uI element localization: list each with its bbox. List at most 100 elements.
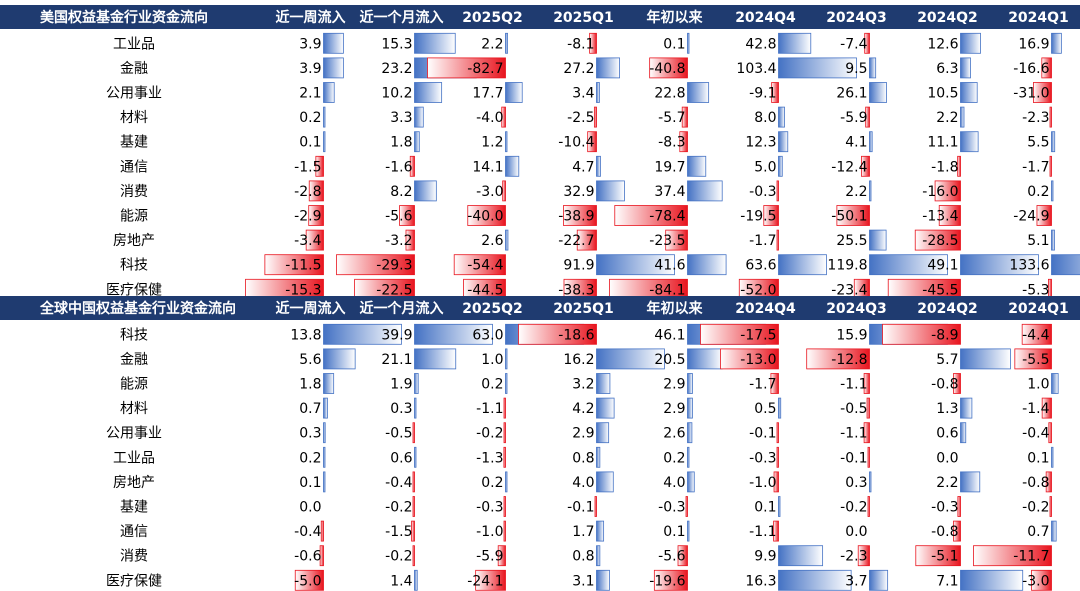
cell-value: -0.4 — [385, 475, 412, 491]
cell-value: 16.2 — [563, 352, 594, 368]
cell-value: -5.1 — [931, 549, 958, 565]
bar-negative — [973, 545, 1052, 567]
cell-value: 0.3 — [845, 475, 867, 491]
cell-value: 6.3 — [936, 61, 958, 77]
bar-positive — [778, 545, 824, 567]
row-label: 房地产 — [113, 475, 155, 491]
cell-value: -40.0 — [467, 209, 503, 225]
bar-positive — [1051, 373, 1059, 394]
row-label: 材料 — [120, 110, 148, 126]
bar-positive — [960, 57, 971, 79]
cell-value: -4.4 — [1022, 327, 1049, 343]
cell-value: 3.4 — [572, 86, 594, 102]
bar-positive — [596, 397, 615, 419]
bar-negative — [467, 205, 506, 226]
cell-value: -22.7 — [558, 233, 594, 249]
cell-value: -24.9 — [1013, 209, 1049, 225]
bar-positive — [687, 348, 723, 370]
bar-negative — [412, 545, 415, 567]
bar-positive — [960, 348, 1011, 370]
row-label: 医疗保健 — [106, 573, 162, 589]
bar-negative — [502, 180, 506, 202]
cell-value: -3.0 — [1022, 573, 1049, 589]
cell-value: 15.9 — [836, 327, 867, 343]
cell-value: -0.1 — [840, 450, 867, 466]
cell-value: -0.3 — [749, 450, 776, 466]
bar-positive — [323, 422, 326, 444]
cell-value: 0.8 — [572, 450, 594, 466]
bar-positive — [960, 82, 978, 103]
column-header: 2024Q2 — [917, 10, 978, 26]
bar-positive — [505, 155, 520, 177]
bar-negative — [576, 229, 597, 251]
bar-negative — [1049, 155, 1052, 177]
bar-negative — [681, 106, 688, 128]
bar-negative — [320, 520, 324, 542]
bar-positive — [687, 446, 690, 468]
bar-negative — [1036, 205, 1052, 226]
column-header: 2025Q1 — [553, 301, 614, 317]
bar-positive — [596, 569, 610, 591]
cell-value: 2.2 — [481, 36, 503, 52]
cell-value: -13.0 — [740, 352, 776, 368]
cell-value: 63.6 — [745, 258, 776, 274]
cell-value: -1.5 — [294, 159, 321, 175]
bar-positive — [596, 471, 614, 493]
cell-value: 0.2 — [299, 110, 321, 126]
cell-value: 119.8 — [827, 258, 867, 274]
cell-value: -82.7 — [467, 61, 503, 77]
bar-positive — [505, 471, 508, 493]
cell-value: 2.9 — [663, 401, 685, 417]
bar-negative — [308, 180, 324, 202]
row-label: 消费 — [120, 549, 148, 565]
bar-positive — [414, 323, 493, 345]
cell-value: 1.8 — [299, 377, 321, 393]
cell-value: -2.3 — [1022, 110, 1049, 126]
cell-value: 7.1 — [936, 573, 958, 589]
bar-positive — [414, 180, 437, 202]
cell-value: -24.1 — [467, 573, 503, 589]
row-label: 公用事业 — [106, 426, 162, 442]
row-label: 医疗保健 — [106, 282, 162, 298]
cell-value: 103.4 — [736, 61, 776, 77]
bar-negative — [653, 569, 688, 591]
cell-value: 4.7 — [572, 159, 594, 175]
bar-negative — [497, 545, 506, 567]
bar-negative — [503, 496, 506, 517]
cell-value: -40.8 — [649, 61, 685, 77]
column-header: 2024Q4 — [735, 10, 796, 26]
cell-value: 12.3 — [745, 135, 776, 151]
cell-value: 3.1 — [572, 573, 594, 589]
cell-value: 2.6 — [663, 426, 685, 442]
cell-value: -0.2 — [840, 500, 867, 516]
bar-positive — [505, 229, 509, 251]
cell-value: -8.9 — [931, 327, 958, 343]
row-label: 金融 — [120, 352, 148, 368]
cell-value: 23.2 — [381, 61, 412, 77]
cell-value: 1.8 — [390, 135, 412, 151]
cell-value: -1.7 — [749, 233, 776, 249]
cell-value: 16.3 — [745, 573, 776, 589]
cell-value: 4.2 — [572, 401, 594, 417]
cell-value: 2.1 — [299, 86, 321, 102]
bar-negative — [589, 32, 597, 54]
column-header: 2024Q1 — [1008, 301, 1069, 317]
cell-value: 27.2 — [563, 61, 594, 77]
bar-negative — [411, 520, 415, 542]
row-label: 科技 — [120, 258, 148, 274]
bar-positive — [687, 520, 690, 542]
bar-negative — [882, 323, 961, 345]
cell-value: 1.0 — [481, 352, 503, 368]
cell-value: -2.3 — [840, 549, 867, 565]
cell-value: 2.9 — [572, 426, 594, 442]
cell-value: 49.1 — [927, 258, 958, 274]
cell-value: -1.1 — [749, 524, 776, 540]
cell-value: 133.6 — [1009, 258, 1049, 274]
bar-positive — [869, 569, 889, 591]
cell-value: 11.1 — [927, 135, 958, 151]
cell-value: 2.2 — [845, 184, 867, 200]
bar-positive — [960, 471, 981, 493]
bar-positive — [1051, 229, 1055, 251]
bar-positive — [323, 32, 344, 54]
bar-negative — [679, 131, 688, 153]
